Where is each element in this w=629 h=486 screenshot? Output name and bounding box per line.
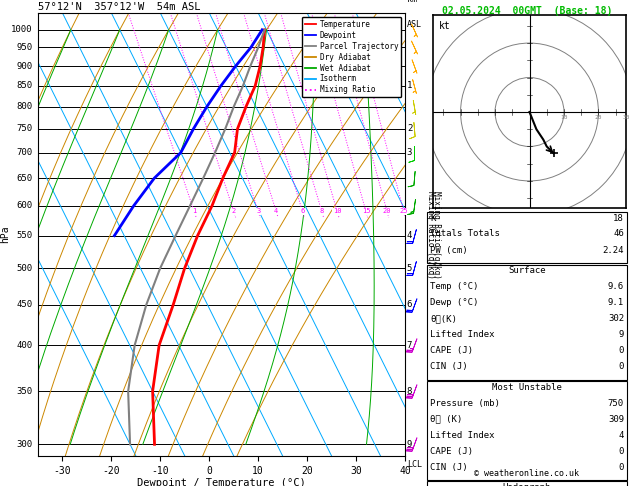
Text: kt: kt bbox=[439, 21, 450, 31]
Text: Hodograph: Hodograph bbox=[503, 483, 551, 486]
Text: 7: 7 bbox=[407, 341, 412, 350]
Text: 9.6: 9.6 bbox=[608, 282, 624, 291]
Text: 5: 5 bbox=[407, 264, 412, 273]
Text: 302: 302 bbox=[608, 314, 624, 323]
X-axis label: Dewpoint / Temperature (°C): Dewpoint / Temperature (°C) bbox=[137, 479, 306, 486]
Text: 1000: 1000 bbox=[11, 25, 33, 35]
Text: 8: 8 bbox=[320, 208, 324, 214]
Text: 30: 30 bbox=[622, 115, 629, 120]
Text: Pressure (mb): Pressure (mb) bbox=[430, 399, 500, 407]
Text: LCL: LCL bbox=[407, 460, 422, 469]
Text: 18: 18 bbox=[613, 213, 624, 223]
Text: Temp (°C): Temp (°C) bbox=[430, 282, 479, 291]
Text: 750: 750 bbox=[16, 124, 33, 133]
Text: 600: 600 bbox=[16, 201, 33, 210]
Text: Mixing Ratio (g/kg): Mixing Ratio (g/kg) bbox=[425, 191, 435, 278]
Text: 2: 2 bbox=[407, 124, 412, 133]
Text: 57°12'N  357°12'W  54m ASL: 57°12'N 357°12'W 54m ASL bbox=[38, 2, 201, 12]
Text: 750: 750 bbox=[608, 399, 624, 407]
Text: 700: 700 bbox=[16, 148, 33, 157]
Text: Lifted Index: Lifted Index bbox=[430, 431, 494, 439]
Text: 2.24: 2.24 bbox=[603, 245, 624, 255]
Text: 4: 4 bbox=[619, 431, 624, 439]
Text: 1: 1 bbox=[407, 81, 412, 90]
Text: 4: 4 bbox=[407, 231, 412, 240]
Text: 9.1: 9.1 bbox=[608, 298, 624, 307]
Text: Dewp (°C): Dewp (°C) bbox=[430, 298, 479, 307]
Text: 300: 300 bbox=[16, 440, 33, 449]
Text: Mixing Ratio (g/kg): Mixing Ratio (g/kg) bbox=[433, 191, 442, 278]
Text: 9: 9 bbox=[619, 330, 624, 339]
Text: hPa: hPa bbox=[0, 226, 10, 243]
Text: 02.05.2024  00GMT  (Base: 18): 02.05.2024 00GMT (Base: 18) bbox=[442, 6, 612, 16]
Text: 450: 450 bbox=[16, 300, 33, 309]
Text: 20: 20 bbox=[383, 208, 391, 214]
Text: Lifted Index: Lifted Index bbox=[430, 330, 494, 339]
Text: 6: 6 bbox=[301, 208, 304, 214]
Text: 6: 6 bbox=[407, 300, 412, 309]
Text: PW (cm): PW (cm) bbox=[430, 245, 467, 255]
Text: 0: 0 bbox=[619, 447, 624, 455]
Text: 650: 650 bbox=[16, 174, 33, 183]
Text: 9: 9 bbox=[407, 440, 412, 449]
Text: 850: 850 bbox=[16, 81, 33, 90]
Text: © weatheronline.co.uk: © weatheronline.co.uk bbox=[474, 469, 579, 478]
Text: θᴇ (K): θᴇ (K) bbox=[430, 415, 462, 423]
Text: CIN (J): CIN (J) bbox=[430, 463, 467, 471]
Text: 4: 4 bbox=[274, 208, 278, 214]
Text: 25: 25 bbox=[399, 208, 408, 214]
Text: 550: 550 bbox=[16, 231, 33, 240]
Text: 500: 500 bbox=[16, 264, 33, 273]
Text: 800: 800 bbox=[16, 102, 33, 111]
Text: K: K bbox=[430, 213, 435, 223]
Text: 1: 1 bbox=[192, 208, 196, 214]
Text: CIN (J): CIN (J) bbox=[430, 362, 467, 371]
Text: 0: 0 bbox=[619, 362, 624, 371]
Text: 10: 10 bbox=[333, 208, 342, 214]
Text: 46: 46 bbox=[613, 229, 624, 239]
Text: 350: 350 bbox=[16, 387, 33, 396]
Text: 15: 15 bbox=[362, 208, 370, 214]
Text: 309: 309 bbox=[608, 415, 624, 423]
Text: CAPE (J): CAPE (J) bbox=[430, 447, 473, 455]
Text: 0: 0 bbox=[619, 463, 624, 471]
Text: ASL: ASL bbox=[407, 19, 422, 29]
Legend: Temperature, Dewpoint, Parcel Trajectory, Dry Adiabat, Wet Adiabat, Isotherm, Mi: Temperature, Dewpoint, Parcel Trajectory… bbox=[302, 17, 401, 97]
Text: 400: 400 bbox=[16, 341, 33, 350]
Text: 900: 900 bbox=[16, 62, 33, 70]
Text: 950: 950 bbox=[16, 43, 33, 52]
Text: 10: 10 bbox=[560, 115, 568, 120]
Text: Totals Totals: Totals Totals bbox=[430, 229, 500, 239]
Text: CAPE (J): CAPE (J) bbox=[430, 346, 473, 355]
Text: 20: 20 bbox=[594, 115, 602, 120]
Text: θᴇ(K): θᴇ(K) bbox=[430, 314, 457, 323]
Text: Most Unstable: Most Unstable bbox=[492, 382, 562, 392]
Text: 8: 8 bbox=[407, 387, 412, 396]
Text: 2: 2 bbox=[231, 208, 236, 214]
Text: 3: 3 bbox=[256, 208, 260, 214]
Text: 3: 3 bbox=[407, 148, 412, 157]
Text: km: km bbox=[407, 0, 417, 4]
Text: 0: 0 bbox=[619, 346, 624, 355]
Text: Surface: Surface bbox=[508, 266, 546, 275]
